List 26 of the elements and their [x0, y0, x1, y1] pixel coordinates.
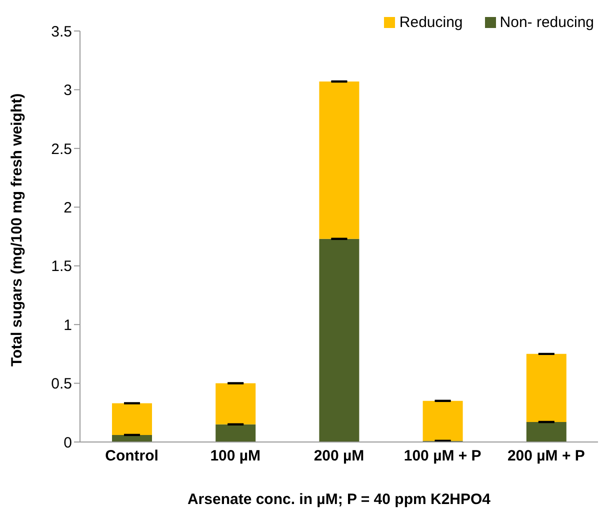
bar: [319, 238, 360, 442]
legend-label: Non- reducing: [500, 14, 594, 31]
bar: [216, 424, 256, 442]
x-tick-label: Control: [105, 448, 158, 465]
bar: [319, 81, 360, 239]
y-tick-label: 3.5: [51, 23, 72, 40]
legend-label: Reducing: [399, 14, 463, 31]
x-tick-label: 100 µM + P: [404, 448, 482, 465]
y-tick-label: 2: [64, 199, 72, 216]
bar: [526, 422, 566, 442]
y-tick-label: 0: [64, 434, 72, 452]
bar: [422, 400, 463, 441]
x-tick-label: 100 µM: [210, 448, 261, 465]
bar: [216, 383, 256, 424]
y-tick-label: 2.5: [51, 140, 72, 158]
y-tick-label: 3: [64, 82, 72, 100]
y-tick-label: 0.5: [51, 376, 72, 393]
y-axis-title: Total sugars (mg/100 mg fresh weight): [8, 93, 26, 366]
bar: [526, 354, 566, 422]
y-tick-label: 1.5: [51, 258, 72, 276]
bar: [112, 403, 152, 435]
bar: [112, 434, 152, 442]
y-tick-label: 1: [64, 316, 72, 334]
x-tick-label: 200 µM + P: [507, 448, 585, 465]
x-axis-title: Arsenate conc. in µM; P = 40 ppm K2HPO4: [187, 491, 492, 508]
x-tick-label: 200 µM: [314, 448, 364, 465]
